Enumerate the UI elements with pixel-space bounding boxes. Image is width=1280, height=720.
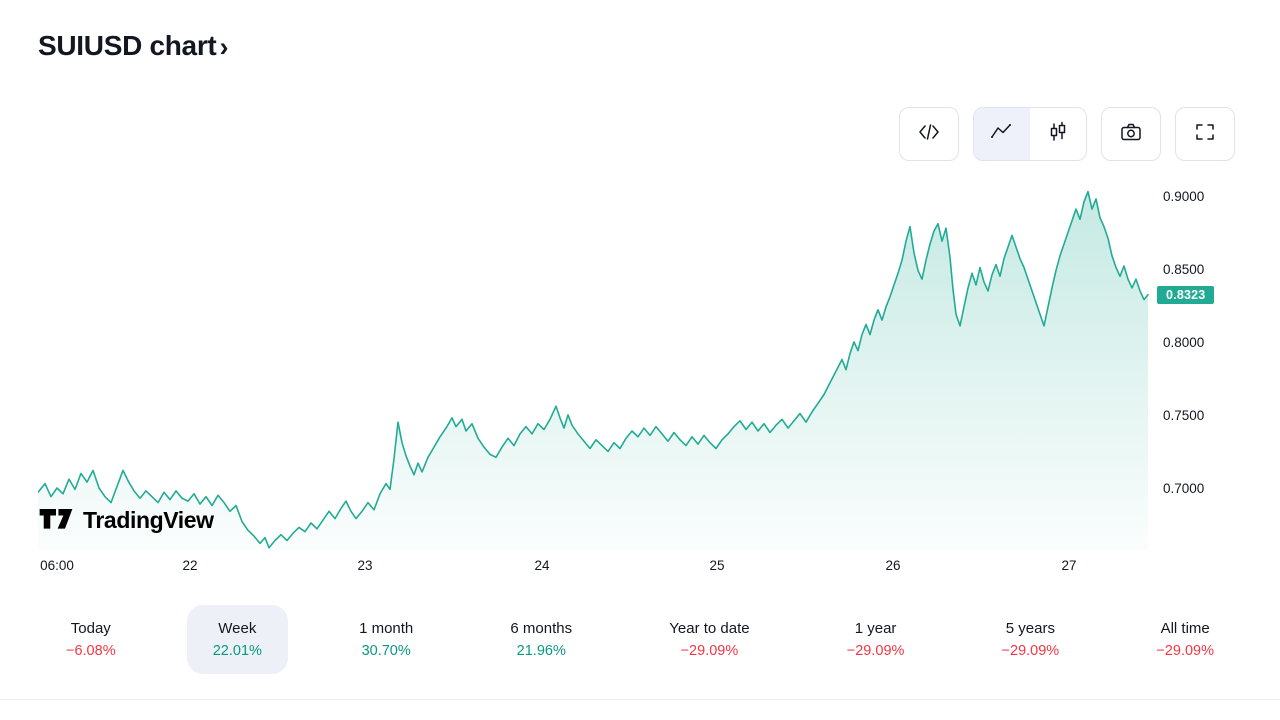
fullscreen-button[interactable] xyxy=(1175,107,1235,161)
range-label: All time xyxy=(1160,620,1210,637)
range-label: 1 year xyxy=(854,620,897,637)
range-button-today[interactable]: Today −6.08% xyxy=(40,605,142,674)
time-tick: 23 xyxy=(357,558,373,573)
candlestick-icon xyxy=(1046,121,1070,148)
embed-code-button[interactable] xyxy=(899,107,959,161)
time-tick: 26 xyxy=(885,558,901,573)
area-chart-icon xyxy=(990,121,1014,148)
price-tick: 0.7000 xyxy=(1163,481,1205,496)
range-change: −6.08% xyxy=(66,643,116,659)
price-area-chart[interactable] xyxy=(38,185,1150,550)
tradingview-attribution-link[interactable]: TradingView xyxy=(38,503,214,538)
range-button-5-years[interactable]: 5 years −29.09% xyxy=(976,605,1086,674)
chevron-right-icon: › xyxy=(219,31,229,62)
range-button-all-time[interactable]: All time −29.09% xyxy=(1130,605,1240,674)
code-icon xyxy=(917,121,941,148)
bottom-divider xyxy=(0,699,1280,700)
snapshot-button[interactable] xyxy=(1101,107,1161,161)
timeframe-selector: Today −6.08% Week 22.01% 1 month 30.70% … xyxy=(40,605,1240,674)
time-tick: 27 xyxy=(1061,558,1077,573)
range-change: −29.09% xyxy=(680,643,739,659)
range-change: 30.70% xyxy=(361,643,411,659)
range-label: 5 years xyxy=(1005,620,1055,637)
price-axis[interactable]: 0.9000 0.8500 0.8000 0.7500 0.7000 0.832… xyxy=(1150,185,1280,550)
range-change: −29.09% xyxy=(1001,643,1060,659)
price-tick: 0.9000 xyxy=(1163,189,1205,204)
range-button-week[interactable]: Week 22.01% xyxy=(186,605,288,674)
chart-toolbar xyxy=(899,107,1235,161)
time-tick: 24 xyxy=(534,558,550,573)
price-chart-area[interactable] xyxy=(38,185,1150,550)
range-label: 1 month xyxy=(359,620,414,637)
range-button-1-month[interactable]: 1 month 30.70% xyxy=(333,605,439,674)
time-axis[interactable]: 06:00 22 23 24 25 26 27 xyxy=(0,552,1280,580)
range-change: −29.09% xyxy=(846,643,905,659)
last-price-badge: 0.8323 xyxy=(1157,286,1215,304)
candlestick-chart-button[interactable] xyxy=(1030,108,1086,160)
time-tick: 22 xyxy=(182,558,198,573)
tradingview-logo-icon xyxy=(38,503,74,538)
price-tick: 0.8500 xyxy=(1163,262,1205,277)
time-tick: 06:00 xyxy=(40,558,74,573)
price-tick: 0.7500 xyxy=(1163,408,1205,423)
range-button-6-months[interactable]: 6 months 21.96% xyxy=(484,605,598,674)
range-label: Week xyxy=(218,620,257,637)
range-change: 21.96% xyxy=(516,643,566,659)
range-label: Today xyxy=(70,620,111,637)
symbol-title-link[interactable]: SUIUSD chart › xyxy=(38,30,228,62)
camera-icon xyxy=(1119,121,1143,148)
area-fill xyxy=(38,191,1148,550)
chart-type-switch xyxy=(973,107,1087,161)
tradingview-wordmark: TradingView xyxy=(83,507,214,533)
time-tick: 25 xyxy=(709,558,725,573)
fullscreen-icon xyxy=(1193,121,1217,148)
page-title: SUIUSD chart xyxy=(38,30,217,61)
price-line xyxy=(38,190,1149,549)
price-tick: 0.8000 xyxy=(1163,335,1205,350)
range-change: 22.01% xyxy=(212,643,262,659)
range-label: Year to date xyxy=(669,620,750,637)
range-button-1-year[interactable]: 1 year −29.09% xyxy=(821,605,931,674)
area-chart-button[interactable] xyxy=(974,108,1030,160)
range-button-year-to-date[interactable]: Year to date −29.09% xyxy=(643,605,775,674)
range-label: 6 months xyxy=(510,620,573,637)
range-change: −29.09% xyxy=(1156,643,1214,659)
